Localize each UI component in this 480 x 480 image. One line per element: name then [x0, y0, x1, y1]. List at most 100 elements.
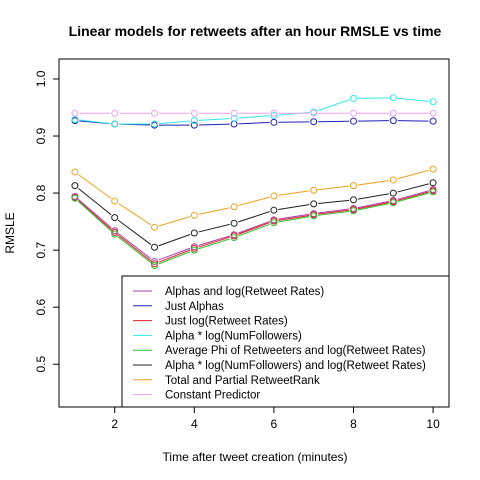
data-point [151, 243, 159, 251]
data-point [349, 109, 357, 117]
series-line-segment [118, 219, 152, 245]
series-line-segment [397, 97, 429, 102]
x-tick-label: 2 [111, 417, 118, 431]
series-line-segment [318, 209, 350, 215]
data-point [270, 111, 278, 119]
series-line-segment [238, 115, 270, 119]
data-point [230, 234, 238, 242]
series-line-segment [118, 203, 152, 226]
data-point [71, 182, 79, 190]
data-point [230, 219, 238, 227]
data-point [270, 219, 278, 227]
series-5 [71, 179, 437, 251]
legend-label: Constant Predictor [165, 390, 260, 402]
data-point [349, 94, 357, 102]
data-point [190, 109, 198, 117]
y-axis: 0.5 0.6 0.7 0.8 0.9 1.0 [34, 70, 59, 373]
data-point [151, 120, 159, 128]
data-point [389, 176, 397, 184]
series-line-segment [238, 196, 270, 207]
data-point [429, 165, 437, 173]
data-point [310, 109, 318, 117]
data-point [270, 192, 278, 200]
series-line-segment [397, 190, 429, 200]
data-point [349, 207, 357, 215]
data-point [429, 179, 437, 187]
y-tick-label: 0.7 [34, 241, 48, 258]
data-point [111, 197, 119, 205]
data-point [190, 229, 198, 237]
series-line-segment [198, 207, 230, 215]
data-point [111, 120, 119, 128]
legend-label: Average Phi of Retweeters and log(Retwee… [165, 345, 426, 357]
series-line-segment [198, 238, 230, 250]
data-point [190, 211, 198, 219]
data-point [389, 199, 397, 207]
data-point [270, 206, 278, 214]
series-line-segment [198, 123, 230, 126]
data-point [389, 94, 397, 102]
series-line-segment [158, 216, 191, 227]
series-line-segment [238, 220, 270, 234]
series-line-segment [158, 249, 191, 263]
data-point [111, 230, 119, 238]
series-line-segment [77, 200, 112, 232]
series-line-segment [357, 203, 389, 211]
series-layer [71, 94, 437, 270]
data-point [151, 223, 159, 231]
series-line-segment [158, 247, 191, 261]
series-line-segment [397, 183, 429, 193]
series-6 [71, 165, 437, 231]
data-point [310, 118, 318, 126]
data-point [230, 114, 238, 122]
series-line-segment [278, 204, 310, 210]
data-point [429, 117, 437, 125]
series-line-segment [117, 233, 152, 260]
series-line-segment [78, 174, 112, 199]
x-tick-label: 6 [271, 417, 278, 431]
series-line-segment [278, 214, 310, 221]
series-line-segment [198, 223, 230, 233]
series-line-segment [78, 188, 112, 216]
series-line-segment [357, 202, 389, 210]
series-line-segment [198, 118, 230, 121]
data-point [151, 109, 159, 117]
data-point [349, 196, 357, 204]
data-point [310, 200, 318, 208]
data-point [230, 203, 238, 211]
series-line-segment [238, 122, 270, 125]
data-point [389, 109, 397, 117]
legend-label: Just Alphas [165, 301, 224, 313]
data-point [389, 117, 397, 125]
series-line-segment [278, 216, 310, 223]
data-point [429, 109, 437, 117]
legend-box [121, 275, 450, 408]
series-line-segment [238, 222, 270, 235]
series-line-segment [78, 199, 112, 229]
data-point [111, 109, 119, 117]
series-2 [71, 187, 437, 268]
y-tick-label: 0.5 [34, 356, 48, 373]
x-tick-label: 4 [191, 417, 198, 431]
legend-label: Total and Partial RetweetRank [165, 375, 320, 387]
series-line-segment [278, 190, 310, 196]
series-line-segment [77, 200, 112, 230]
x-tick-label: 10 [426, 417, 440, 431]
legend-label: Alpha * log(NumFollowers) and log(Retwee… [165, 360, 426, 372]
legend-label: Just log(Retweet Rates) [165, 316, 288, 328]
series-line-segment [198, 235, 230, 246]
data-point [389, 189, 397, 197]
data-point [71, 194, 79, 202]
y-tick-label: 1.0 [34, 70, 48, 87]
series-line-segment [357, 180, 389, 186]
y-axis-label: RMSLE [3, 212, 17, 253]
series-line-segment [397, 169, 429, 180]
series-line-segment [357, 193, 389, 200]
series-3 [71, 94, 437, 128]
series-line-segment [397, 192, 429, 203]
data-point [270, 118, 278, 126]
data-point [190, 117, 198, 125]
series-line-segment [158, 234, 191, 247]
series-0 [71, 186, 437, 266]
x-axis-label: Time after tweet creation (minutes) [163, 450, 348, 464]
